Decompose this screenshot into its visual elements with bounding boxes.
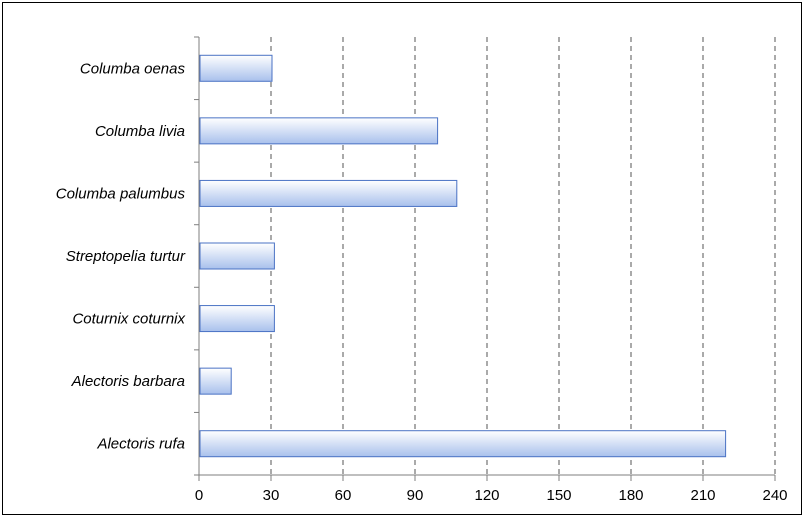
category-label-columba-livia: Columba livia xyxy=(95,123,185,140)
chart-frame: 0 30 60 90 120 150 180 210 240 Columba oenas Colum… xyxy=(2,2,802,515)
category-label-columba-palumbus: Columba palumbus xyxy=(56,185,186,202)
category-label-alectoris-rufa: Alectoris rufa xyxy=(96,436,185,453)
bar-columba-palumbus xyxy=(199,179,458,207)
x-tick-label-150: 150 xyxy=(546,487,571,504)
x-tick-label-180: 180 xyxy=(618,487,643,504)
category-label-streptopelia-turtur: Streptopelia turtur xyxy=(66,248,186,265)
x-tick-label-90: 90 xyxy=(407,487,424,504)
bars xyxy=(199,54,727,458)
labels: 0 30 60 90 120 150 180 210 240 Columba oenas Colum… xyxy=(56,60,788,504)
bar-chart: 0 30 60 90 120 150 180 210 240 Columba oenas Colum… xyxy=(56,36,788,504)
x-tick-label-240: 240 xyxy=(762,487,787,504)
category-label-alectoris-barbara: Alectoris barbara xyxy=(71,373,185,390)
bar-alectoris-rufa xyxy=(199,430,727,458)
grid-lines xyxy=(270,37,776,475)
bar-columba-oenas xyxy=(199,54,273,82)
bar-columba-livia xyxy=(199,117,439,145)
x-tick-label-120: 120 xyxy=(474,487,499,504)
x-tick-label-30: 30 xyxy=(263,487,280,504)
axes xyxy=(194,36,776,481)
x-tick-label-0: 0 xyxy=(195,487,203,504)
x-tick-label-60: 60 xyxy=(335,487,352,504)
bar-alectoris-barbara xyxy=(199,367,232,395)
bar-coturnix-coturnix xyxy=(199,305,275,333)
category-label-coturnix-coturnix: Coturnix coturnix xyxy=(72,311,185,328)
bar-streptopelia-turtur xyxy=(199,242,275,270)
x-tick-label-210: 210 xyxy=(690,487,715,504)
category-label-columba-oenas: Columba oenas xyxy=(80,60,186,77)
